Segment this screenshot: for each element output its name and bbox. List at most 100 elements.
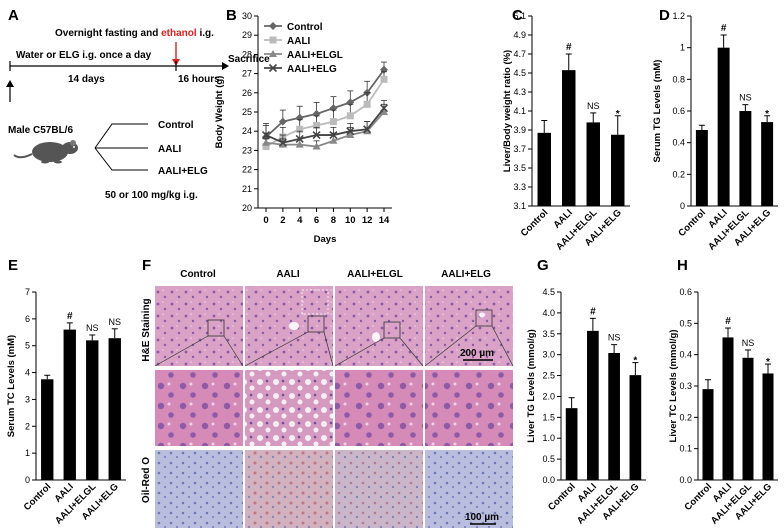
- hours-text: 16 hours: [178, 74, 220, 85]
- point-x: [261, 130, 271, 140]
- dashed-box-aali: [301, 289, 329, 315]
- he-zoom-aali: [245, 370, 333, 446]
- zoom-line-elgl-right: [399, 337, 424, 367]
- legend-label: Control: [287, 22, 323, 33]
- y-tick-label: 5.1: [513, 11, 526, 21]
- branch-control: [94, 123, 148, 149]
- he-image-aali-elgl: [335, 286, 423, 366]
- point-x: [346, 127, 355, 136]
- bar-aali-elgl: [742, 357, 754, 480]
- y-tick-label: 0.0: [542, 475, 555, 485]
- point-square: [329, 118, 337, 126]
- y-tick-label: 1.0: [542, 433, 555, 443]
- x-tick-label-control: Control: [22, 481, 54, 513]
- zoom-box-aali-elgl: [383, 321, 401, 339]
- ig-suffix: i.g.: [197, 28, 214, 39]
- y-tick-label: 3.1: [513, 201, 526, 211]
- y-tick-label: 1: [25, 448, 30, 458]
- bar-control: [41, 379, 54, 480]
- mouse-icon: [13, 140, 78, 164]
- y-tick-label: 2.5: [542, 371, 555, 381]
- y-tick-label: 0.4: [672, 138, 685, 148]
- y-tick-label: 3.3: [513, 182, 526, 192]
- point-diamond: [278, 117, 287, 126]
- y-tick-label: 4.3: [513, 87, 526, 97]
- marker-stroke: [295, 134, 304, 143]
- y-tick-label: 0.2: [679, 412, 692, 422]
- panel-c-label: C: [512, 7, 523, 24]
- bar-aali-elg: [611, 134, 625, 206]
- legend-item-aali: AALI: [264, 36, 311, 47]
- bar-control: [565, 408, 578, 480]
- point-x: [379, 104, 389, 113]
- chart-g: G 0.0 0.5 1.0 1.5 2.0 2.5 3.0 3.5 4.0 4.5 Liver TG …: [526, 257, 646, 527]
- series-line-aali-elg: [265, 107, 385, 144]
- y-tick-label: 0.6: [679, 287, 692, 297]
- bar-aali-elgl: [86, 340, 99, 480]
- marker-stroke: [261, 130, 271, 140]
- significance-aali: #: [566, 42, 572, 53]
- y-tick-label: 0.6: [672, 106, 685, 116]
- dose-text: 50 or 100 mg/kg i.g.: [105, 190, 198, 201]
- x-tick-label: 8: [331, 215, 336, 226]
- he-image-control: [155, 286, 243, 366]
- panel-h-label: H: [677, 257, 688, 274]
- y-tick-label: 3.7: [513, 144, 526, 154]
- fasting-text: Overnight fasting and: [55, 28, 161, 39]
- marker-stroke: [278, 138, 287, 147]
- vessel-aali-elgl: [372, 332, 380, 342]
- panel-f-histology: F Control AALI AALI+ELGL AALI+ELG H&E St…: [141, 257, 514, 528]
- timeline-arrowhead: [222, 62, 229, 70]
- x-tick-label: 14: [379, 215, 390, 226]
- oro-image-aali-elg: [425, 450, 513, 528]
- y-tick-label: 30: [242, 11, 252, 21]
- zoom-line-aali-right: [323, 331, 334, 367]
- y-tick-label: 29: [242, 30, 252, 40]
- y-tick-label: 25: [242, 107, 252, 117]
- point-triangle: [312, 142, 321, 150]
- y-axis-label: Body Weight (g): [214, 76, 225, 149]
- y-tick-label: 5: [25, 341, 30, 351]
- legend-marker-x: [268, 63, 278, 73]
- point-x: [278, 138, 287, 147]
- y-tick-label: 4.1: [513, 106, 526, 116]
- y-tick-label: 0.4: [679, 350, 692, 360]
- point-square: [313, 121, 321, 129]
- oro-image-aali: [245, 450, 333, 528]
- he-zoom-aali-elg: [425, 370, 513, 446]
- point-x: [312, 130, 321, 140]
- x-tick-label: 10: [345, 215, 356, 226]
- y-tick-label: 21: [242, 184, 252, 194]
- zoom-line-elg-right: [491, 325, 514, 367]
- significance-aali-elgl: NS: [86, 323, 99, 333]
- y-tick-label: 23: [242, 145, 252, 155]
- y-tick-label: 3: [25, 394, 30, 404]
- point-square: [380, 75, 388, 83]
- bar-aali: [722, 337, 734, 480]
- y-tick-label: 4: [25, 368, 30, 378]
- point-square: [262, 143, 270, 151]
- y-tick-label: 3.5: [542, 329, 555, 339]
- legend-marker-triangle: [269, 50, 277, 57]
- bar-aali: [63, 329, 76, 480]
- oro-image-aali-elgl: [335, 450, 423, 528]
- x-tick-label: 4: [297, 215, 303, 226]
- bar-control: [695, 130, 708, 206]
- y-tick-label: 0.3: [679, 381, 692, 391]
- y-axis-label: Serum TC Levels (mM): [6, 335, 17, 437]
- oro-image-control: [155, 450, 243, 528]
- legend-marker-square: [269, 36, 277, 44]
- y-tick-label: 3.5: [513, 163, 526, 173]
- y-tick-label: 22: [242, 165, 252, 175]
- bar-aali-elg: [761, 122, 774, 206]
- zoom-line-elg-left: [424, 325, 477, 367]
- y-tick-label: 0.0: [679, 475, 692, 485]
- zoom-line-control-right: [223, 335, 244, 367]
- he-zoom-aali-elgl: [335, 370, 423, 446]
- bar-aali: [562, 70, 576, 207]
- bar-aali-elgl: [586, 122, 600, 206]
- legend-label: AALI+ELGL: [287, 50, 343, 61]
- significance-aali-elg: *: [633, 356, 637, 367]
